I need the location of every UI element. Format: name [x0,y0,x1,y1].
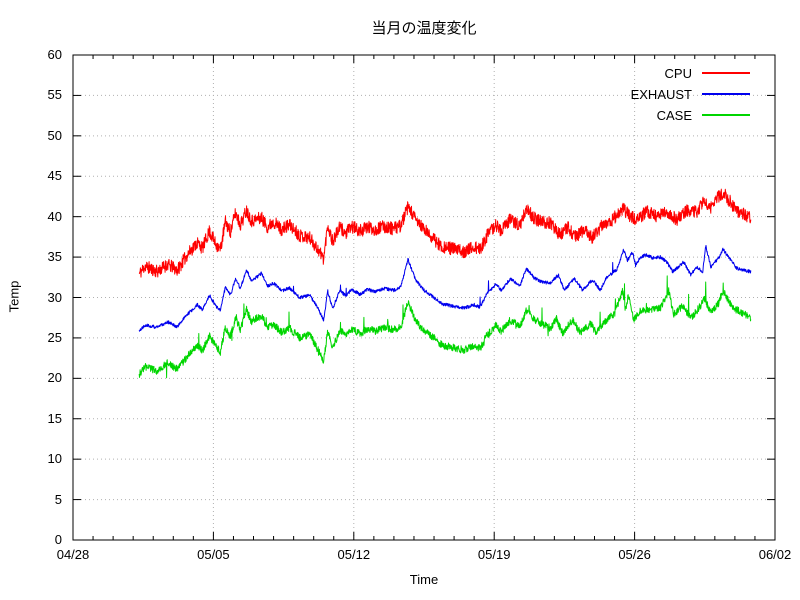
legend-label: CPU [664,65,692,81]
legend-line-sample [702,72,750,74]
legend-entry-cpu: CPU [665,65,750,81]
legend-line-sample [702,93,750,95]
x-tick-label: 04/28 [56,547,90,562]
chart-title: 当月の温度変化 [371,20,477,37]
x-axis-label: Time [409,572,439,587]
legend-entry-exhaust: EXHAUST [631,86,750,102]
y-tick-label: 25 [47,329,62,345]
legend-label: CASE [656,107,692,123]
legend-line-sample [702,114,750,116]
y-tick-label: 30 [47,289,62,305]
series-line-exhaust [138,245,752,332]
y-tick-label: 0 [54,532,62,547]
x-tick-label: 05/19 [477,547,511,562]
y-tick-label: 55 [47,87,62,103]
y-tick-label: 60 [47,47,62,62]
legend-entry-case: CASE [657,107,750,123]
x-tick-label: 05/26 [618,547,651,562]
y-tick-label: 5 [54,491,62,507]
y-tick-label: 10 [47,451,62,467]
x-tick-label: 05/05 [197,547,230,562]
series-line-cpu [138,188,752,278]
legend-label: EXHAUST [630,86,692,102]
series-line-case [138,275,752,379]
x-tick-label: 05/12 [337,547,371,562]
y-tick-label: 50 [47,127,62,143]
y-tick-label: 45 [47,168,62,184]
y-tick-label: 40 [47,208,62,224]
y-tick-label: 35 [47,249,62,265]
x-tick-label: 06/02 [758,547,792,562]
y-tick-label: 20 [47,370,62,386]
y-tick-label: 15 [47,410,62,426]
